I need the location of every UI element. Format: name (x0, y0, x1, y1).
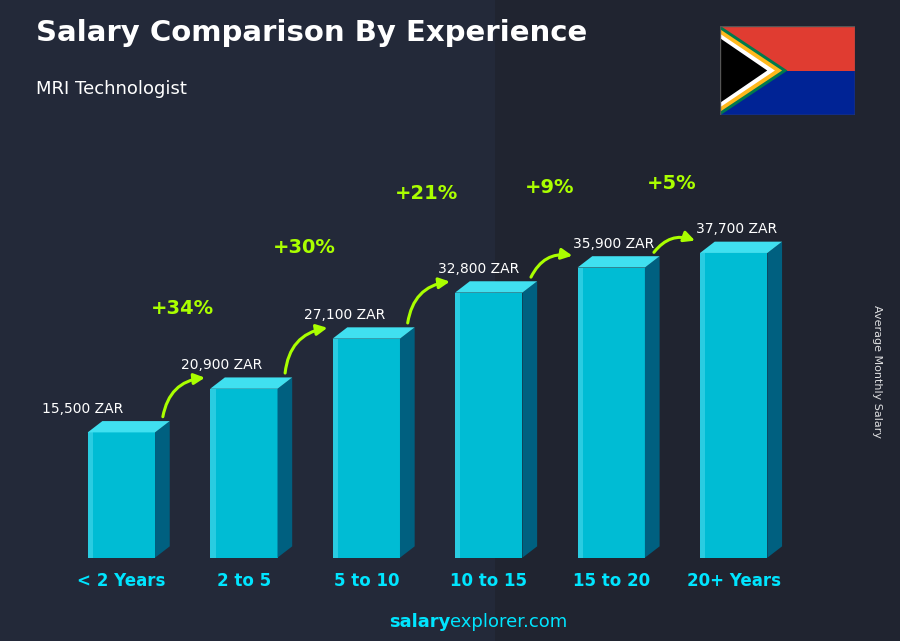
Polygon shape (87, 421, 170, 433)
Polygon shape (400, 328, 415, 558)
Text: +21%: +21% (395, 184, 458, 203)
Bar (720, 26, 855, 71)
Text: +30%: +30% (273, 238, 336, 256)
Text: 27,100 ZAR: 27,100 ZAR (303, 308, 385, 322)
Bar (578, 267, 645, 558)
Text: explorer.com: explorer.com (450, 613, 567, 631)
Text: Average Monthly Salary: Average Monthly Salary (872, 305, 883, 438)
Bar (0, 0, 495, 641)
Polygon shape (768, 242, 782, 558)
Text: 37,700 ZAR: 37,700 ZAR (696, 222, 777, 236)
Text: 15,500 ZAR: 15,500 ZAR (41, 401, 122, 415)
Bar (210, 388, 277, 558)
Bar (720, 71, 855, 115)
Polygon shape (210, 378, 292, 388)
Text: +34%: +34% (150, 299, 213, 318)
Text: MRI Technologist: MRI Technologist (36, 80, 187, 98)
Polygon shape (645, 256, 660, 558)
Text: 20,900 ZAR: 20,900 ZAR (181, 358, 263, 372)
Polygon shape (720, 26, 788, 115)
Bar (333, 338, 400, 558)
Polygon shape (522, 281, 537, 558)
Text: Salary Comparison By Experience: Salary Comparison By Experience (36, 19, 587, 47)
Polygon shape (720, 34, 775, 107)
Bar (87, 433, 93, 558)
Polygon shape (578, 256, 660, 267)
Bar (700, 253, 706, 558)
Text: 32,800 ZAR: 32,800 ZAR (438, 262, 519, 276)
Text: 35,900 ZAR: 35,900 ZAR (573, 237, 654, 251)
Bar (210, 388, 215, 558)
Polygon shape (333, 328, 415, 338)
Bar (333, 338, 338, 558)
Polygon shape (455, 281, 537, 292)
Bar (700, 253, 768, 558)
Text: +9%: +9% (525, 178, 574, 197)
Bar (578, 267, 583, 558)
Bar (455, 292, 461, 558)
Polygon shape (277, 378, 292, 558)
Polygon shape (700, 242, 782, 253)
Bar (495, 0, 900, 641)
Polygon shape (720, 29, 782, 112)
Bar (87, 433, 155, 558)
Bar (455, 292, 522, 558)
Text: +5%: +5% (647, 174, 697, 194)
Polygon shape (155, 421, 170, 558)
Text: salary: salary (389, 613, 450, 631)
Polygon shape (720, 38, 767, 103)
